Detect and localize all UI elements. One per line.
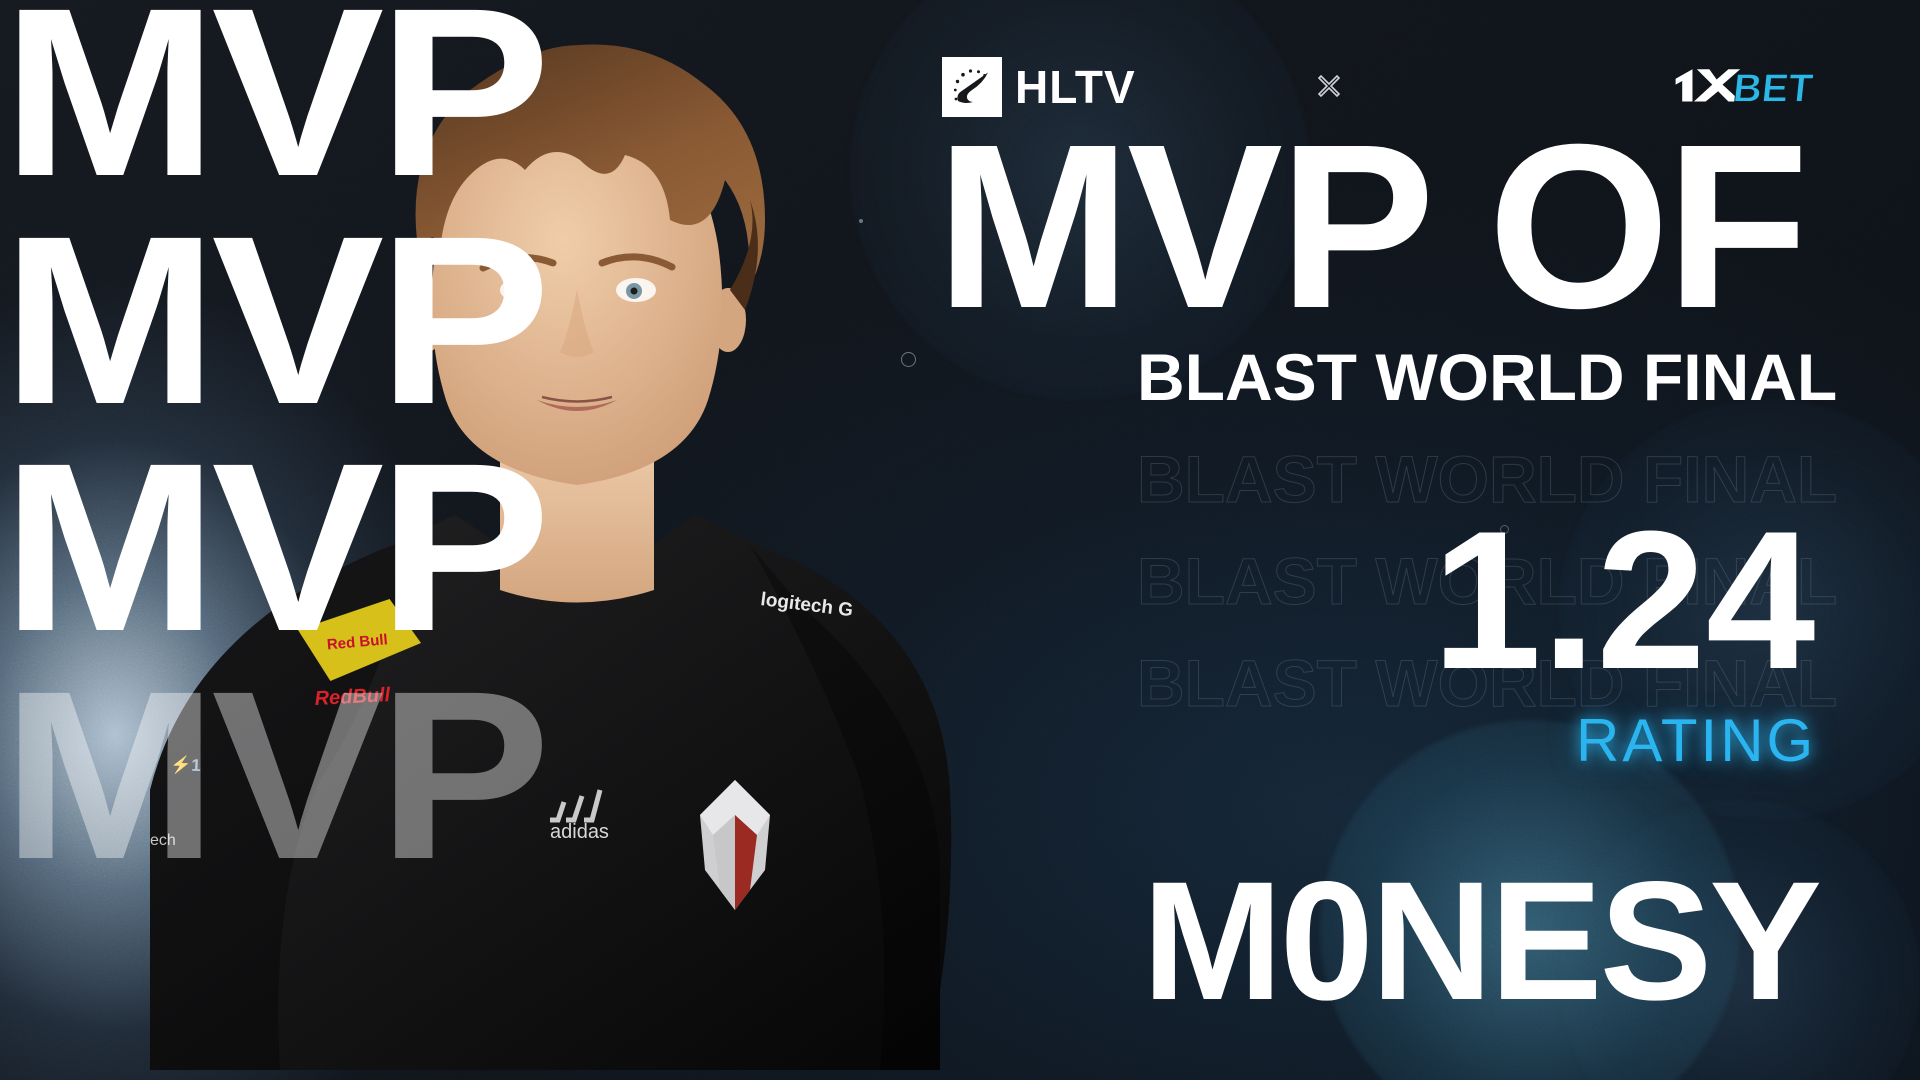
svg-text:BET: BET xyxy=(1731,67,1815,103)
